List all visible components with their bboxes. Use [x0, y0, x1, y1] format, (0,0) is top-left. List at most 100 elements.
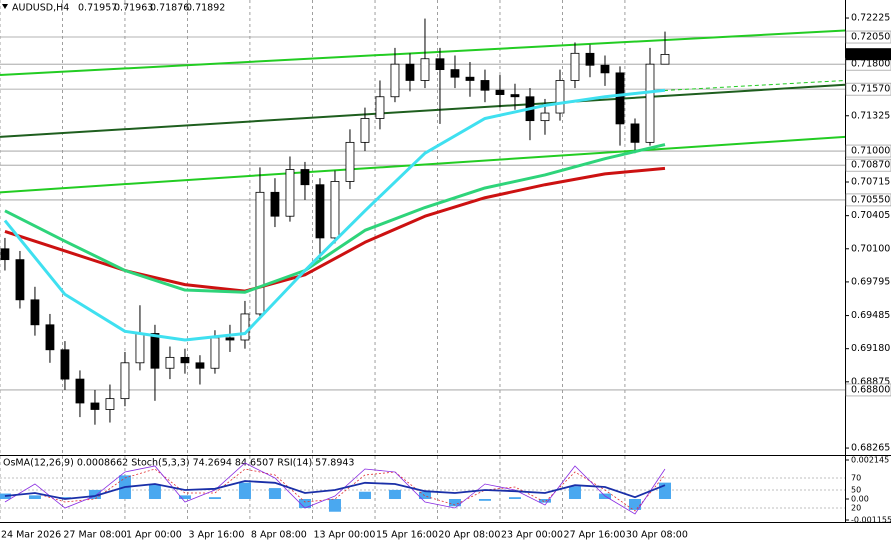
candle-body: [585, 52, 595, 66]
candle-body: [60, 349, 70, 380]
x-tick-label: 13 Apr 00:00: [313, 530, 375, 541]
candle-body: [360, 118, 370, 143]
candle-body: [540, 112, 550, 122]
candle-body: [660, 54, 670, 65]
candle-body: [510, 94, 520, 98]
level-label: 0.70870: [851, 160, 890, 171]
candle-body: [195, 362, 205, 369]
level-label-box: [845, 158, 891, 172]
trend-line: [0, 83, 846, 138]
trend-line: [649, 79, 846, 92]
candle-body: [135, 333, 145, 364]
x-tick-label: 8 Apr 08:00: [251, 530, 307, 541]
candle-body: [315, 184, 325, 239]
y-tick-label: 0.69485: [851, 310, 890, 321]
y-tick-label: 0.71325: [851, 110, 890, 121]
candle-body: [270, 191, 280, 217]
y-tick-label: 0.72225: [851, 13, 890, 24]
level-label: 0.68800: [851, 384, 890, 395]
candle-body: [45, 324, 55, 351]
osma-bar: [178, 495, 191, 499]
header: AUDUSD,H4 0.71957 0.71963 0.71876 0.7189…: [12, 3, 225, 14]
candle-body: [300, 169, 310, 186]
osma-bar: [508, 497, 521, 499]
x-tick-label: 30 Apr 08:00: [626, 530, 688, 541]
candle-body: [630, 123, 640, 143]
y-tick-label: 0.70405: [851, 210, 890, 221]
y-tick-label: 0.69180: [851, 343, 890, 354]
level-label: 0.71570: [851, 84, 890, 95]
indicator-line: [4, 480, 666, 500]
y-tick-label: 0.70100: [851, 243, 890, 254]
candle-body: [450, 69, 460, 78]
osma-bar: [448, 499, 461, 507]
x-tick-label: 27 Mar 08:00: [63, 530, 126, 541]
osma-bar: [418, 491, 431, 499]
candle-body: [180, 356, 190, 364]
y-tick-label: 50: [851, 486, 861, 495]
level-label: 0.71800: [851, 59, 890, 70]
y-tick-label: 0.002145: [851, 456, 889, 465]
x-tick-label: 23 Apr 00:00: [501, 530, 563, 541]
x-tick-label: 20 Apr 08:00: [438, 530, 500, 541]
candle-body: [210, 337, 220, 369]
candle-body: [465, 76, 475, 81]
candle-body: [390, 63, 400, 98]
moving-average: [4, 143, 666, 294]
osma-bar: [28, 495, 41, 499]
osma-bar: [538, 499, 551, 503]
osma-bar: [658, 482, 671, 499]
osma-bar: [388, 489, 401, 499]
candle-body: [420, 58, 430, 81]
y-tick-label: 0.00: [851, 495, 869, 504]
osma-bar: [298, 499, 311, 509]
osma-bar: [358, 491, 371, 499]
osma-bar: [328, 499, 341, 512]
last-price-label: 0.71892: [851, 49, 890, 60]
trend-line: [0, 29, 846, 77]
y-tick-label: 0.68265: [851, 443, 890, 454]
y-tick-label: 70: [851, 474, 861, 483]
y-tick-label: -0.001155: [851, 516, 891, 525]
osma-bar: [88, 489, 101, 499]
candle-body: [375, 96, 385, 119]
y-tick-label: 0.69795: [851, 276, 890, 287]
candle-body: [255, 191, 265, 315]
level-label: 0.71000: [851, 146, 890, 157]
open-value: 0.71957: [78, 3, 117, 14]
menu-arrow: [2, 4, 8, 9]
y-tick-label: 0.68875: [851, 376, 890, 387]
trend-line: [0, 135, 846, 194]
x-tick-label: 15 Apr 16:00: [376, 530, 438, 541]
candle-body: [15, 259, 25, 301]
candle-body: [0, 248, 10, 261]
y-tick-label: 20: [851, 504, 861, 513]
osma-bar: [628, 499, 641, 510]
candle-body: [165, 356, 175, 369]
candle-body: [405, 63, 415, 81]
osma-bar: [148, 484, 161, 499]
candle-body: [555, 80, 565, 114]
level-label: 0.70550: [851, 194, 890, 205]
candle-body: [150, 333, 160, 369]
candle-body: [345, 141, 355, 182]
osma-bar: [268, 488, 281, 499]
x-tick-label: 24 Mar 2026: [1, 530, 61, 541]
candle-body: [75, 378, 85, 404]
y-tick-label: 0.70715: [851, 177, 890, 188]
moving-average: [3, 88, 666, 342]
osma-bar: [208, 497, 221, 499]
candle-body: [30, 299, 40, 326]
osma-bar: [478, 499, 491, 501]
low-value: 0.71876: [150, 3, 189, 14]
level-label-box: [845, 82, 891, 96]
last-price-box: [846, 48, 891, 61]
level-label-box: [845, 383, 891, 397]
candle-body: [90, 402, 100, 410]
candle-body: [645, 63, 655, 143]
level-label-box: [845, 30, 891, 44]
osma-bar: [568, 486, 581, 499]
candle-body: [105, 398, 115, 410]
candle-body: [435, 58, 445, 71]
